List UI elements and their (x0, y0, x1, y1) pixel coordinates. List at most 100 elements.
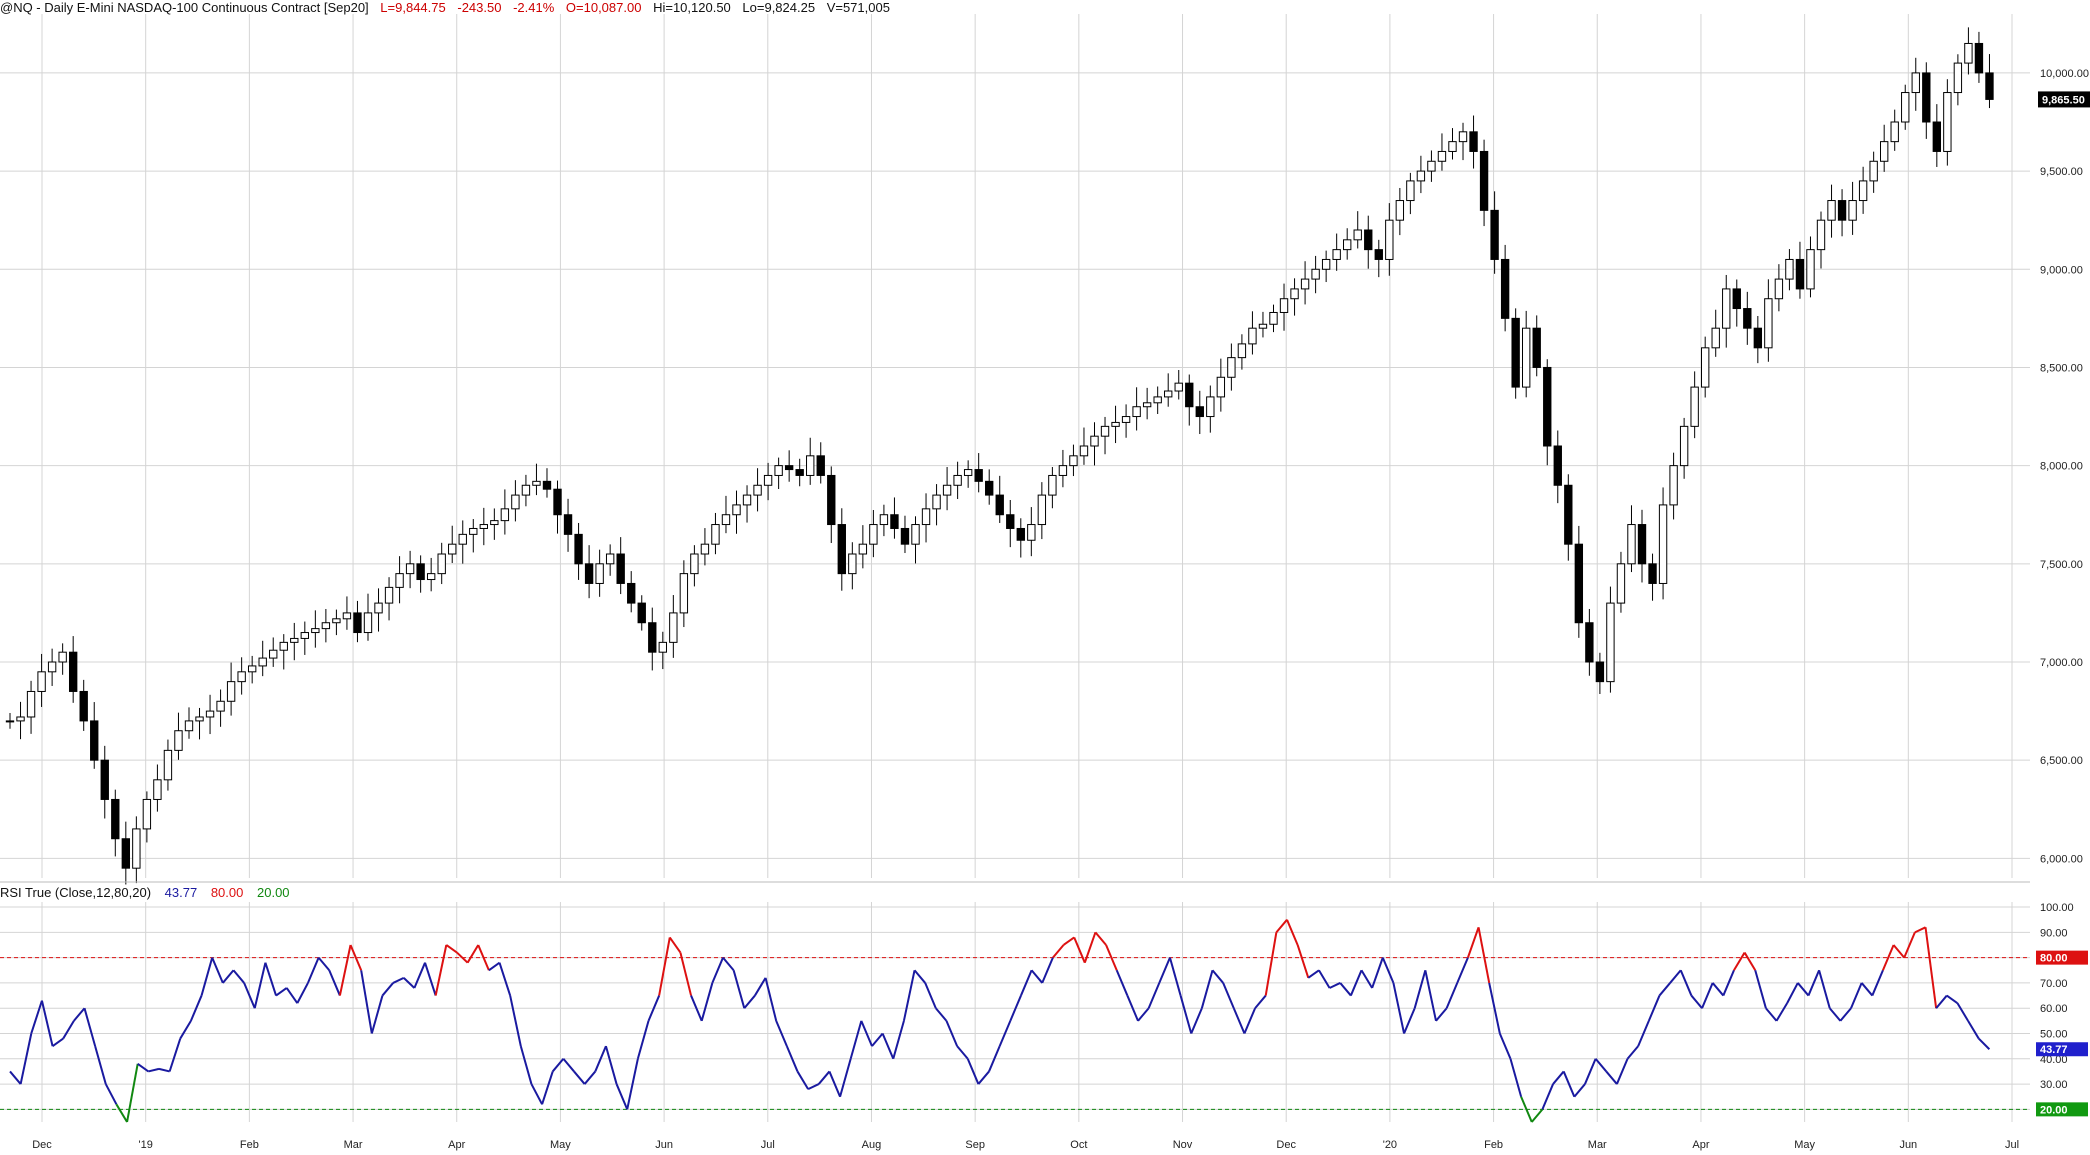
candle-body (1237, 343, 1247, 359)
rsi-current-value: 43.77 (165, 885, 198, 900)
chart-title: @NQ - Daily E-Mini NASDAQ-100 Continuous… (0, 0, 890, 15)
rsi-segment (1605, 1070, 1618, 1085)
candle-body (1701, 347, 1710, 388)
rsi-segment (1200, 970, 1214, 1009)
rsi-segment (403, 977, 416, 989)
candle-body (500, 508, 510, 522)
rsi-segment (466, 944, 480, 964)
rsi-segment (509, 995, 522, 1047)
rsi-segment (668, 936, 682, 954)
candle-body (269, 649, 278, 659)
candle-body (163, 749, 173, 781)
rsi-segment (1775, 1002, 1789, 1022)
candle-body (1564, 484, 1573, 545)
candle-body (258, 657, 267, 667)
x-tick-label: Jul (761, 1139, 775, 1151)
candle-body (1679, 425, 1689, 467)
rsi-segment (1541, 1083, 1554, 1110)
rsi-segment (1839, 1007, 1852, 1022)
candle-body (542, 480, 552, 490)
rsi-segment (296, 982, 309, 1004)
candle-body (953, 474, 962, 486)
rsi-segment (94, 1045, 107, 1085)
candle-body (1532, 327, 1541, 368)
rsi-segment (30, 1000, 43, 1034)
rsi-segment (1083, 932, 1097, 964)
rsi-segment (392, 976, 405, 984)
rsi-segment (1349, 969, 1363, 996)
candle-body (1174, 382, 1183, 392)
rsi-segment (9, 1070, 22, 1085)
candle-body (448, 543, 457, 555)
candle-body (1901, 92, 1910, 123)
price-panel: 6,000.00 6,500.00 7,000.00 7,500.00 8,000.00… (0, 0, 2090, 885)
candle-body (416, 563, 425, 581)
candle-body (753, 484, 762, 496)
candle-body (1164, 390, 1173, 398)
rsi-segment (1243, 1007, 1257, 1034)
rsi-segment (1594, 1058, 1608, 1073)
rsi-segment (148, 1067, 160, 1073)
rsi-segment (1562, 1071, 1576, 1098)
rsi-segment (264, 962, 277, 996)
candle-body (1732, 288, 1741, 310)
rsi-segment (1637, 1020, 1650, 1047)
candle-body (26, 690, 36, 718)
candle-body (595, 563, 604, 584)
candle-body (616, 553, 625, 584)
candle-body (342, 612, 352, 620)
price-candles (5, 27, 1994, 885)
volume-value: V=571,005 (827, 0, 890, 15)
candle-body (1069, 455, 1078, 467)
candle-body (774, 465, 783, 476)
rsi-segment (956, 1045, 969, 1060)
last-value: L=9,844.75 (380, 0, 445, 15)
rsi-segment (1392, 982, 1406, 1034)
rsi-segment (137, 1063, 149, 1073)
candle-body (1943, 92, 1952, 152)
candle-body (1385, 219, 1394, 260)
x-axis: Dec '19 Feb Mar Apr May Jun Jul Aug Sep Oct Nov Dec '… (32, 1139, 2019, 1151)
rsi-segment (945, 1020, 959, 1047)
rsi-segment (1892, 944, 1905, 959)
candle-body (637, 602, 646, 624)
candle-body (690, 553, 699, 575)
rsi-segment (1914, 926, 1926, 934)
rsi-segment (40, 1000, 54, 1047)
candle-body (1795, 258, 1805, 290)
rsi-segment (158, 1067, 170, 1073)
rsi-segment (935, 1007, 948, 1022)
rsi-segment (1052, 944, 1065, 959)
x-tick-label: '20 (1383, 1139, 1397, 1151)
candle-body (563, 514, 573, 535)
candle-body (300, 632, 310, 639)
rsi-segment (104, 1083, 118, 1105)
rsi-segment (711, 957, 724, 984)
rsi-segment (924, 982, 937, 1009)
rsi-segment (200, 957, 214, 996)
rsi-segment (1371, 957, 1384, 989)
rsi-segment (1254, 994, 1267, 1009)
rsi-segment (1615, 1058, 1629, 1085)
candle-body (1911, 72, 1920, 94)
candle-body (553, 488, 562, 516)
candle-body (1321, 258, 1331, 270)
rsi-y-tick-label: 50.00 (2040, 1028, 2068, 1040)
candle-body (1953, 62, 1963, 94)
candle-body (247, 665, 257, 673)
rsi-segment (328, 969, 341, 996)
rsi-segment (1435, 1007, 1448, 1022)
candle-body (1395, 200, 1405, 221)
rsi-segment (604, 1045, 618, 1085)
rsi-segment (1466, 926, 1480, 958)
candle-body (1658, 504, 1668, 584)
candle-body (932, 494, 941, 510)
rsi-segment (1935, 994, 1948, 1009)
candle-body (1585, 622, 1594, 663)
candle-body (226, 681, 236, 702)
candle-body (679, 573, 689, 614)
candle-body (521, 484, 531, 496)
candle-body (153, 779, 162, 800)
candle-body (1332, 249, 1341, 260)
candle-body (1648, 563, 1657, 584)
